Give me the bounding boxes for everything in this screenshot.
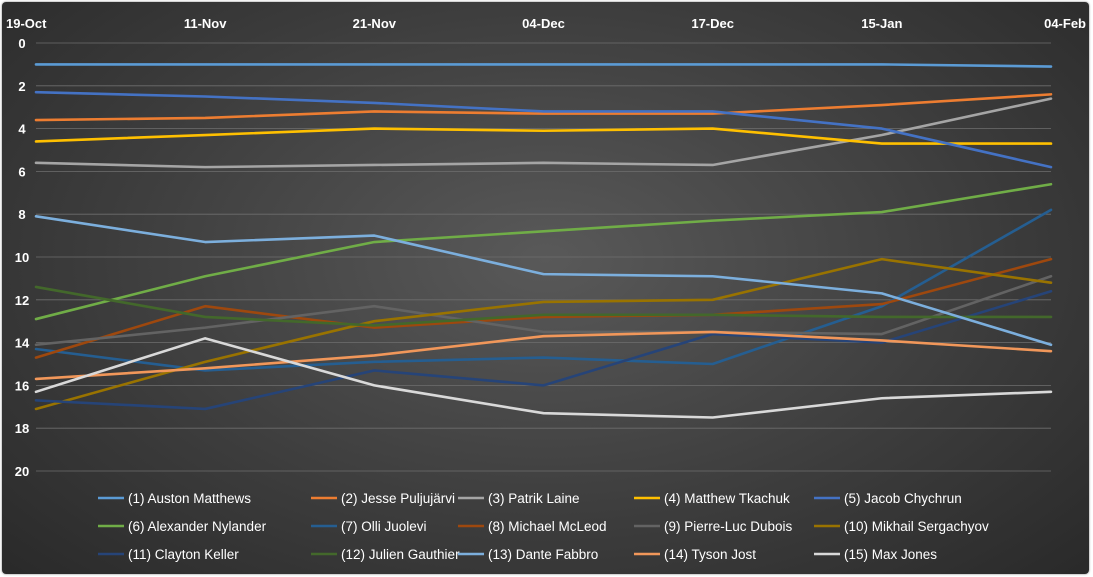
- y-tick-label: 12: [15, 293, 29, 308]
- x-tick-label: 04-Feb: [1044, 16, 1086, 31]
- series-line-6: [34, 182, 1053, 321]
- y-tick-label: 2: [18, 79, 25, 94]
- series-line-4: [34, 127, 1053, 145]
- legend-item-9: (9) Pierre-Luc Dubois: [634, 519, 793, 534]
- series-line-14: [34, 330, 1053, 381]
- series-line-12: [34, 285, 1053, 327]
- legend-item-8: (8) Michael McLeod: [458, 519, 607, 534]
- legend-label: (8) Michael McLeod: [488, 519, 607, 534]
- legend-label: (4) Matthew Tkachuk: [664, 491, 790, 506]
- x-tick-label: 21-Nov: [353, 16, 397, 31]
- series-line-8: [34, 257, 1053, 359]
- legend-item-10: (10) Mikhail Sergachyov: [814, 519, 989, 534]
- legend-item-15: (15) Max Jones: [814, 547, 937, 562]
- x-tick-label: 15-Jan: [861, 16, 902, 31]
- legend-item-1: (1) Auston Matthews: [98, 491, 251, 506]
- legend-item-7: (7) Olli Juolevi: [311, 519, 427, 534]
- x-tick-label: 04-Dec: [522, 16, 565, 31]
- series-line-13: [34, 215, 1053, 347]
- legend-label: (11) Clayton Keller: [128, 547, 239, 562]
- legend-item-12: (12) Julien Gauthier: [311, 547, 460, 562]
- legend-label: (5) Jacob Chychrun: [844, 491, 962, 506]
- legend-item-2: (2) Jesse Puljujärvi: [311, 491, 455, 506]
- legend-label: (7) Olli Juolevi: [341, 519, 427, 534]
- y-tick-label: 20: [15, 464, 29, 479]
- legend-label: (13) Dante Fabbro: [488, 547, 598, 562]
- y-axis-ticks: 0 2 4 6 8 10 12 14 16 18 20: [15, 36, 30, 479]
- series-line-15: [34, 337, 1053, 419]
- y-tick-label: 16: [15, 378, 29, 393]
- x-tick-label: 19-Oct: [6, 16, 47, 31]
- legend-item-5: (5) Jacob Chychrun: [814, 491, 962, 506]
- series-line-2: [34, 93, 1053, 122]
- legend-label: (14) Tyson Jost: [664, 547, 756, 562]
- y-tick-label: 4: [18, 122, 26, 137]
- series-line-11: [34, 289, 1053, 411]
- y-tick-label: 8: [18, 207, 25, 222]
- legend-item-11: (11) Clayton Keller: [98, 547, 239, 562]
- x-tick-label: 17-Dec: [691, 16, 734, 31]
- legend-label: (15) Max Jones: [844, 547, 937, 562]
- series-line-5: [34, 90, 1053, 169]
- y-tick-label: 6: [18, 164, 25, 179]
- series-line-7: [34, 208, 1053, 372]
- y-tick-label: 10: [15, 250, 29, 265]
- legend-label: (12) Julien Gauthier: [341, 547, 460, 562]
- legend-item-6: (6) Alexander Nylander: [98, 519, 267, 534]
- series-line-10: [34, 257, 1053, 411]
- series-lines: [34, 63, 1053, 419]
- legend-item-13: (13) Dante Fabbro: [458, 547, 598, 562]
- legend-item-14: (14) Tyson Jost: [634, 547, 756, 562]
- y-tick-label: 14: [15, 336, 30, 351]
- legend-label: (1) Auston Matthews: [128, 491, 251, 506]
- legend-item-3: (3) Patrik Laine: [458, 491, 580, 506]
- series-line-1: [34, 63, 1053, 68]
- y-tick-label: 18: [15, 421, 29, 436]
- legend-label: (10) Mikhail Sergachyov: [844, 519, 989, 534]
- legend: (1) Auston Matthews (2) Jesse Puljujärvi (…: [98, 491, 989, 562]
- x-axis-ticks: 19-Oct 11-Nov 21-Nov 04-Dec 17-Dec 15-Jan 04-F…: [6, 16, 1086, 31]
- legend-label: (6) Alexander Nylander: [128, 519, 267, 534]
- legend-label: (2) Jesse Puljujärvi: [341, 491, 455, 506]
- series-line-9: [34, 274, 1053, 347]
- legend-item-4: (4) Matthew Tkachuk: [634, 491, 790, 506]
- y-tick-label: 0: [18, 36, 25, 51]
- legend-label: (3) Patrik Laine: [488, 491, 580, 506]
- legend-label: (9) Pierre-Luc Dubois: [664, 519, 793, 534]
- x-tick-label: 11-Nov: [184, 16, 227, 31]
- series-line-3: [34, 97, 1053, 169]
